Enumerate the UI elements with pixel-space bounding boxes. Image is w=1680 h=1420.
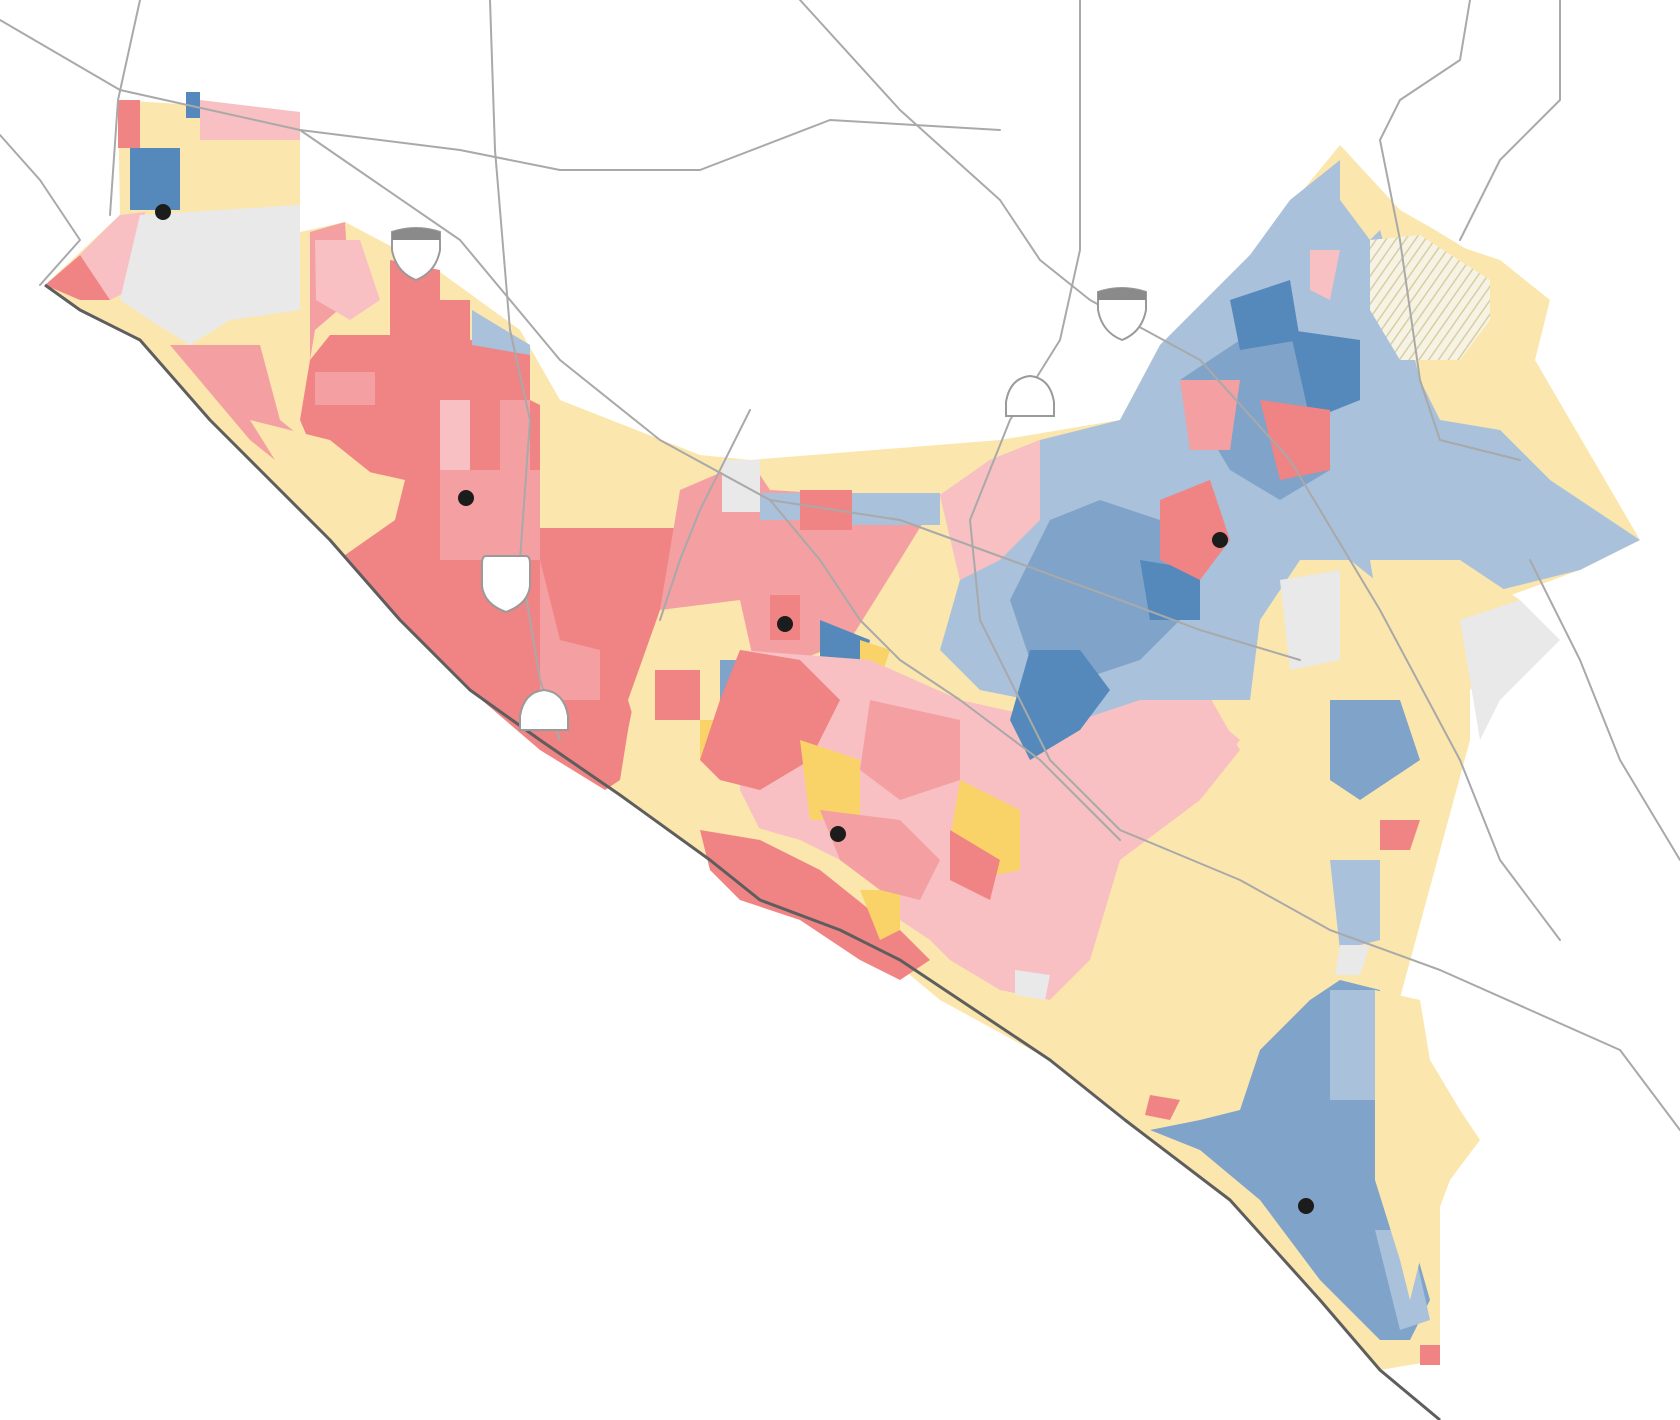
road — [799, 0, 1561, 941]
east-blue-strong-region — [1010, 650, 1110, 760]
east-red-mid-region — [1180, 380, 1240, 450]
city-marker — [1298, 1198, 1314, 1214]
se-red-region — [1145, 1095, 1180, 1120]
south-red-region — [700, 830, 930, 980]
south-red-mid-region — [860, 700, 960, 800]
se-red-region — [1380, 820, 1420, 850]
se-red-region — [1420, 1345, 1440, 1365]
east-blue-mid-region — [1010, 500, 1200, 680]
se-blue-light-region — [1375, 1230, 1430, 1330]
nw-yellow-region — [180, 148, 300, 205]
road — [0, 134, 81, 286]
south-gray-region — [1015, 970, 1050, 1000]
east-gray-region — [1460, 600, 1560, 740]
interstate-shield — [391, 227, 441, 282]
city-marker — [155, 204, 171, 220]
east-red-light-region — [940, 440, 1040, 580]
nw-red-region — [118, 100, 140, 148]
east-blue-strong-region — [1290, 330, 1360, 420]
coastline — [44, 283, 1441, 1420]
city-marker — [777, 616, 793, 632]
road-network — [0, 0, 1680, 1131]
east-red-region — [1160, 480, 1230, 580]
state-route-shield — [519, 688, 569, 731]
nw-blue-region — [186, 92, 200, 118]
road — [1529, 559, 1680, 861]
west-red-mid-region — [500, 400, 530, 470]
east-gray-region — [1280, 570, 1340, 670]
road — [489, 0, 561, 741]
se-yellow-region — [1050, 720, 1340, 1130]
road — [969, 0, 1680, 1131]
blue-light-region — [472, 310, 530, 355]
east-red-light-region — [1310, 250, 1340, 300]
central-red-region — [655, 670, 700, 720]
west-red-mid-region — [315, 372, 375, 405]
interstate-shield — [1097, 287, 1147, 342]
central-gray-region — [722, 460, 760, 512]
west-red-light-region — [440, 400, 470, 470]
west-red-light-region — [315, 240, 380, 320]
east-blue-strong-region — [1140, 560, 1200, 620]
se-blue-light-region — [1330, 860, 1380, 950]
nw-red-light-region — [200, 100, 300, 140]
road — [109, 0, 141, 216]
road — [659, 409, 751, 621]
city-marker — [458, 490, 474, 506]
city-marker — [830, 826, 846, 842]
east-blue-light-region — [1400, 430, 1550, 520]
south-red-mid-region — [820, 810, 940, 900]
se-gray-region — [1335, 945, 1370, 975]
road — [1379, 0, 1521, 461]
road — [769, 499, 1121, 841]
road — [0, 19, 1001, 171]
city-marker — [1212, 532, 1228, 548]
se-yellow-region — [1375, 990, 1480, 1300]
nw-blue-region — [130, 148, 180, 210]
se-blue-mid-region — [1330, 700, 1420, 800]
nw-gray-region — [120, 205, 300, 345]
west-yellow-region — [250, 420, 395, 555]
us-route-shield — [481, 555, 531, 614]
road — [1459, 0, 1561, 241]
east-hatch-region — [1370, 235, 1490, 360]
east-red-region — [1260, 400, 1330, 480]
east-blue-strong-region — [1230, 280, 1300, 350]
south-yellow-strong-region — [800, 740, 860, 820]
se-red-light-region — [1030, 690, 1240, 860]
east-yellow-region — [1340, 145, 1400, 240]
west-red-mid-region — [440, 470, 600, 700]
central-red-region — [800, 490, 852, 530]
south-yellow-strong-region — [860, 890, 900, 940]
se-blue-light-region — [1330, 990, 1375, 1100]
east-yellow-region — [1440, 240, 1550, 320]
south-red-region — [950, 830, 1000, 900]
state-route-shield — [1005, 374, 1055, 417]
road — [299, 129, 1301, 661]
